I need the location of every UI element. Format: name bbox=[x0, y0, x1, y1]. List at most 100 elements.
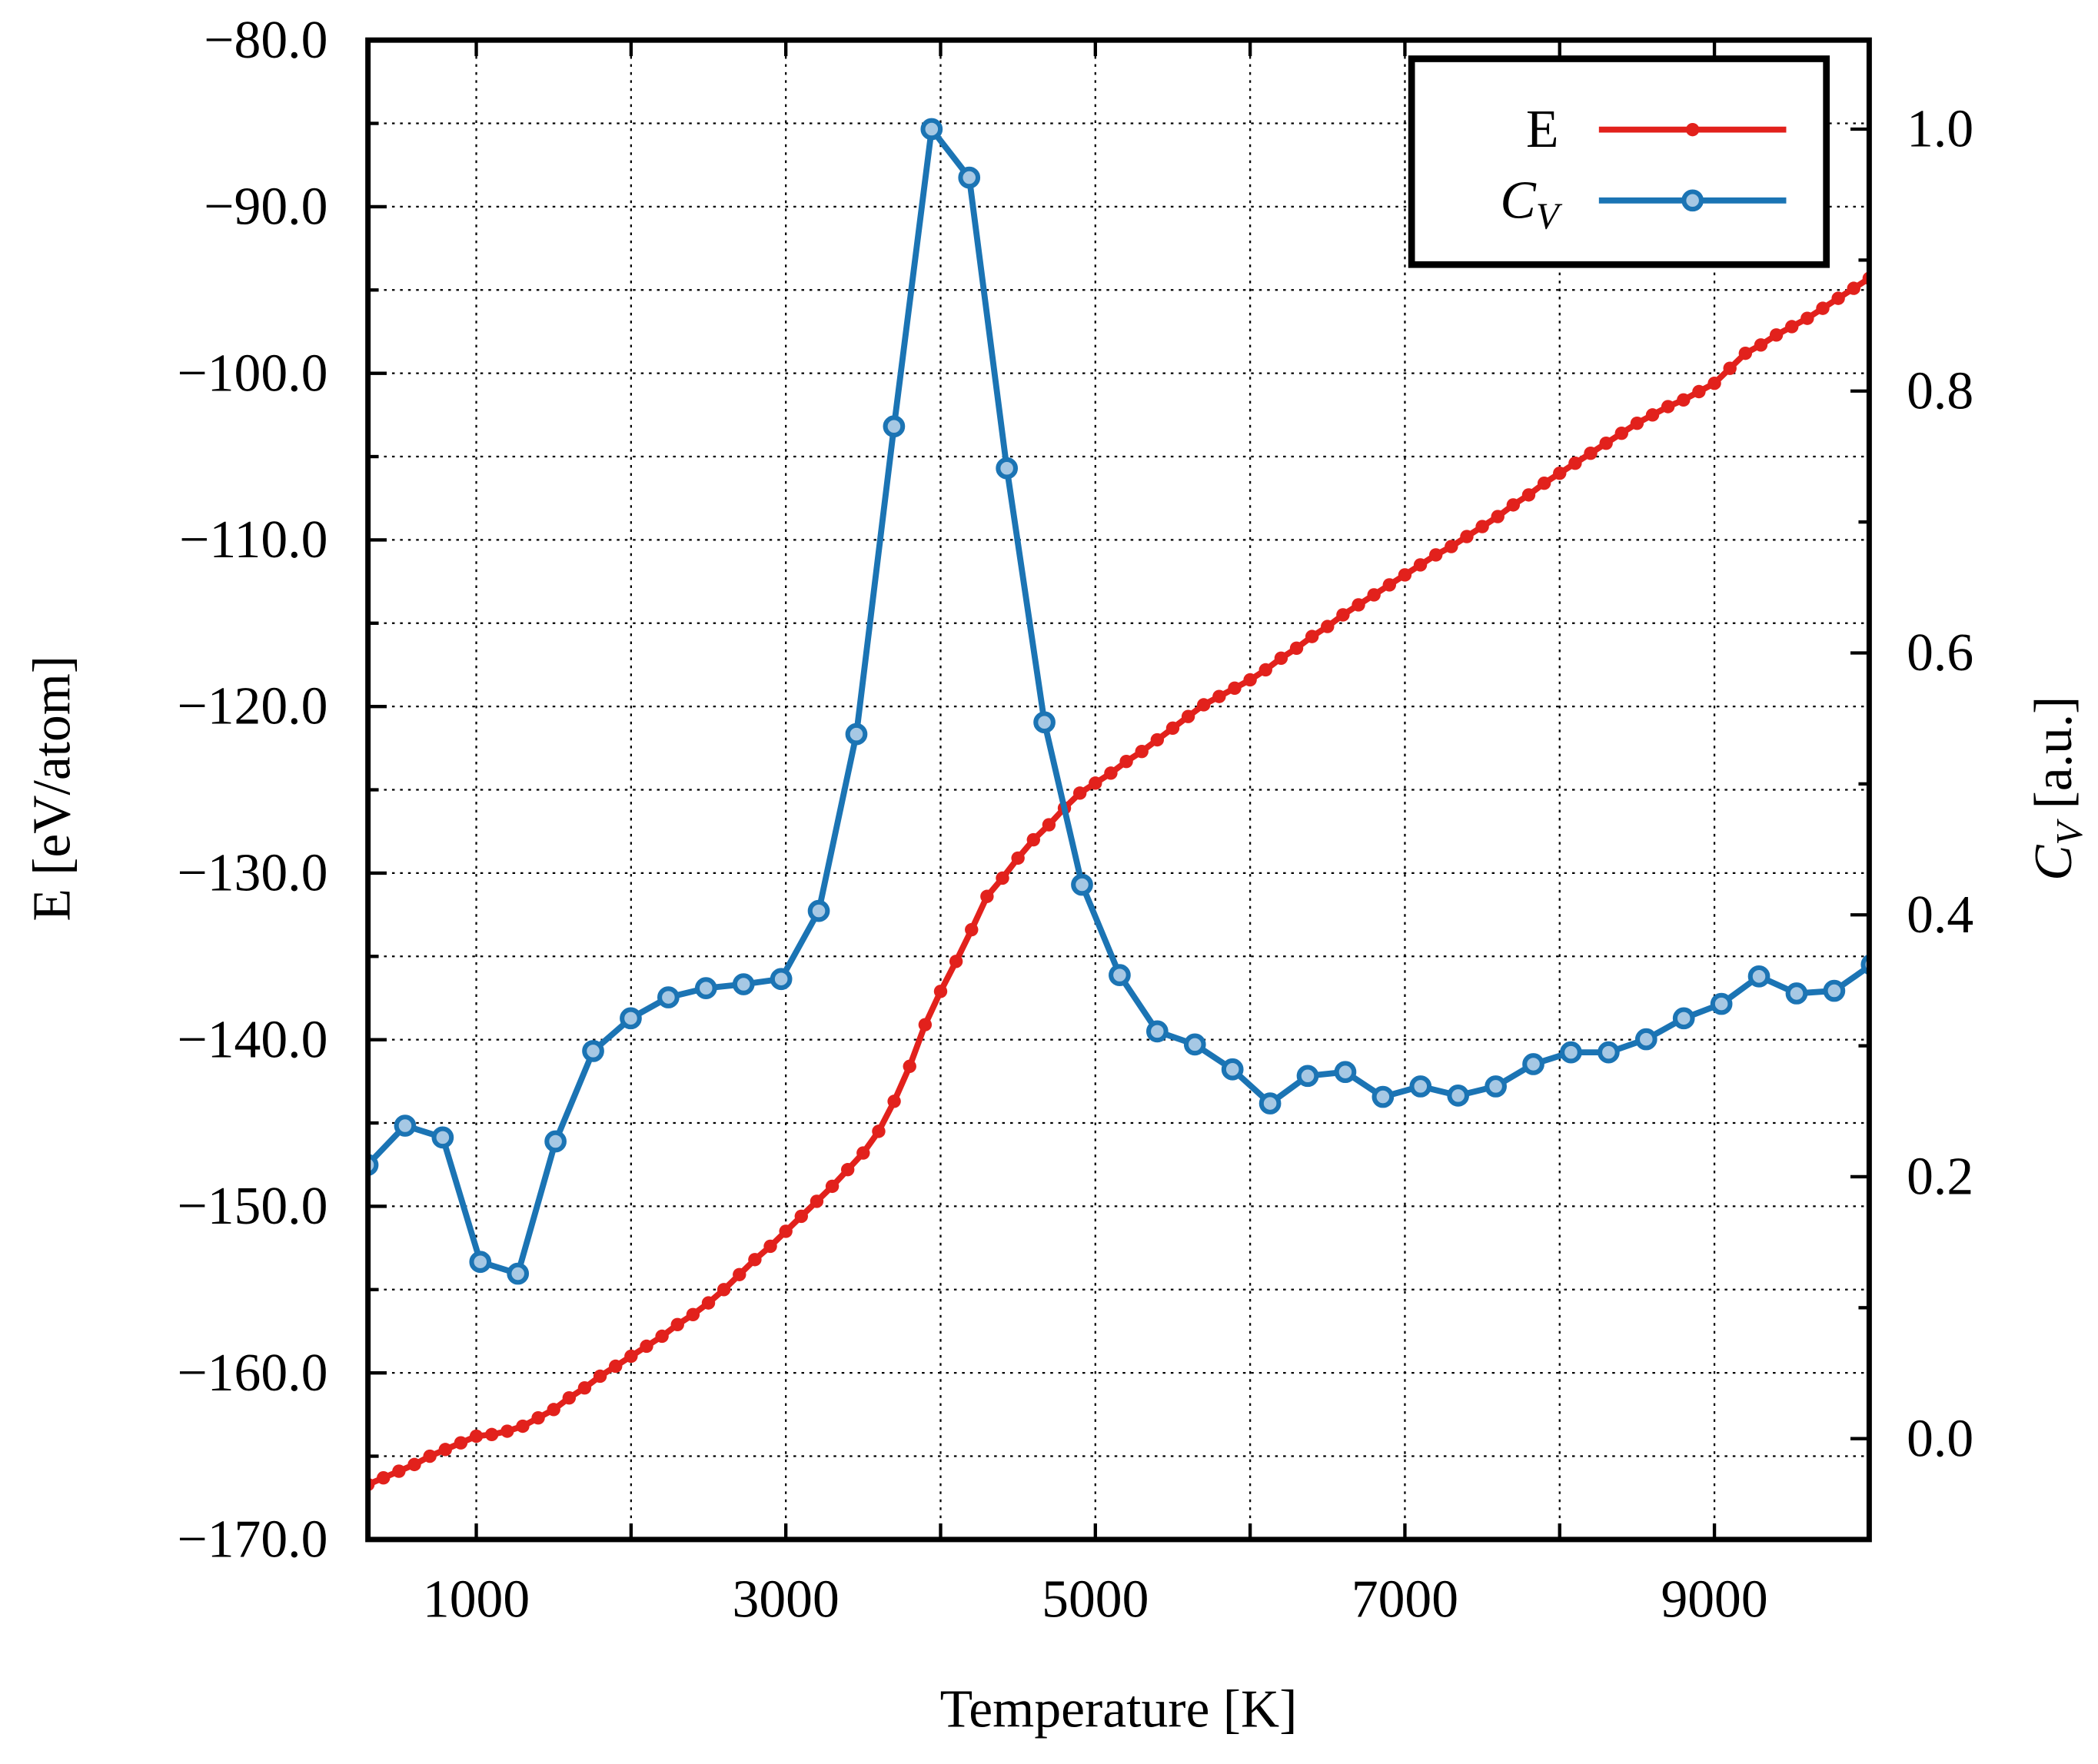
marker bbox=[779, 1224, 793, 1238]
marker bbox=[920, 118, 943, 141]
x-tick-label: 1000 bbox=[423, 1570, 530, 1629]
legend-label: CV bbox=[1500, 171, 1562, 237]
marker bbox=[1274, 651, 1288, 665]
marker bbox=[733, 1267, 746, 1281]
marker bbox=[1258, 1092, 1282, 1115]
marker bbox=[1352, 598, 1365, 612]
marker bbox=[1710, 992, 1733, 1015]
marker bbox=[763, 1239, 777, 1254]
y2-axis-title: CV [a.u.] bbox=[2024, 696, 2090, 881]
plot-area bbox=[367, 118, 1870, 1492]
marker bbox=[562, 1390, 577, 1405]
marker bbox=[1413, 558, 1428, 572]
marker bbox=[1823, 979, 1846, 1002]
marker bbox=[1738, 346, 1753, 360]
marker bbox=[887, 1095, 901, 1108]
marker bbox=[609, 1359, 623, 1374]
marker bbox=[1089, 776, 1102, 790]
marker bbox=[407, 1457, 421, 1472]
marker bbox=[1372, 1085, 1395, 1108]
legend: E CV bbox=[1408, 55, 1830, 268]
marker bbox=[1119, 754, 1133, 769]
marker bbox=[1692, 384, 1706, 399]
marker bbox=[1296, 1065, 1319, 1088]
marker bbox=[996, 871, 1009, 885]
marker bbox=[918, 1018, 933, 1031]
marker bbox=[694, 977, 717, 999]
marker bbox=[1428, 548, 1443, 562]
marker bbox=[469, 1429, 484, 1443]
x-tick-label: 3000 bbox=[733, 1570, 840, 1629]
marker bbox=[845, 723, 868, 746]
marker bbox=[431, 1126, 454, 1149]
marker bbox=[1831, 291, 1845, 305]
marker bbox=[655, 1329, 669, 1344]
y2-tick-label: 0.2 bbox=[1907, 1148, 1973, 1207]
marker bbox=[1522, 1053, 1544, 1075]
marker bbox=[1382, 578, 1397, 592]
marker bbox=[1584, 447, 1598, 460]
marker bbox=[577, 1380, 592, 1395]
x-axis-title: Temperature [K] bbox=[940, 1679, 1298, 1739]
series-line bbox=[367, 126, 1870, 1277]
marker bbox=[794, 1209, 809, 1224]
marker bbox=[1672, 1007, 1695, 1030]
marker bbox=[1614, 426, 1628, 440]
marker bbox=[770, 968, 793, 991]
marker bbox=[1560, 1041, 1582, 1064]
series-line bbox=[367, 275, 1870, 1487]
marker bbox=[748, 1253, 762, 1267]
marker bbox=[1072, 786, 1087, 800]
marker bbox=[454, 1436, 468, 1450]
marker bbox=[1367, 588, 1381, 602]
x-tick-label: 7000 bbox=[1352, 1570, 1458, 1629]
marker bbox=[933, 985, 948, 998]
marker bbox=[438, 1443, 452, 1457]
marker bbox=[1754, 338, 1768, 352]
marker bbox=[856, 1146, 870, 1160]
marker bbox=[1677, 393, 1691, 407]
marker bbox=[1568, 457, 1582, 470]
marker bbox=[1321, 620, 1335, 633]
marker bbox=[1707, 376, 1721, 390]
marker bbox=[531, 1410, 545, 1425]
marker bbox=[1183, 1033, 1206, 1056]
y2-tick-label: 0.4 bbox=[1907, 885, 1973, 945]
marker bbox=[1630, 416, 1644, 430]
marker bbox=[732, 973, 755, 995]
marker bbox=[1150, 733, 1165, 747]
legend-label: E bbox=[1526, 100, 1559, 159]
marker bbox=[1026, 832, 1040, 847]
y-tick-label: −100.0 bbox=[178, 344, 328, 403]
y-tick-label: −110.0 bbox=[179, 510, 328, 570]
y-axis-title: E [eV/atom] bbox=[22, 656, 81, 922]
marker bbox=[1634, 1028, 1657, 1051]
marker bbox=[484, 1427, 499, 1442]
y-tick-label: −140.0 bbox=[178, 1010, 328, 1069]
marker bbox=[1145, 1020, 1169, 1043]
legend-box bbox=[1408, 55, 1830, 268]
marker bbox=[872, 1125, 886, 1138]
y2-tick-label: 0.0 bbox=[1907, 1409, 1973, 1468]
marker bbox=[1685, 122, 1700, 137]
marker bbox=[717, 1283, 731, 1297]
marker bbox=[807, 899, 830, 922]
marker bbox=[1645, 408, 1660, 422]
marker bbox=[1506, 498, 1521, 512]
marker bbox=[810, 1194, 824, 1208]
marker bbox=[377, 1471, 391, 1485]
marker bbox=[686, 1307, 700, 1321]
marker bbox=[996, 457, 1019, 480]
marker bbox=[670, 1317, 684, 1331]
marker bbox=[1816, 301, 1830, 315]
x-tick-label: 5000 bbox=[1042, 1570, 1149, 1629]
marker bbox=[1258, 663, 1272, 677]
marker bbox=[1491, 510, 1505, 523]
marker bbox=[547, 1403, 560, 1417]
marker bbox=[1553, 467, 1567, 480]
marker bbox=[1334, 1061, 1357, 1084]
marker bbox=[1475, 520, 1489, 533]
marker bbox=[582, 1040, 604, 1062]
